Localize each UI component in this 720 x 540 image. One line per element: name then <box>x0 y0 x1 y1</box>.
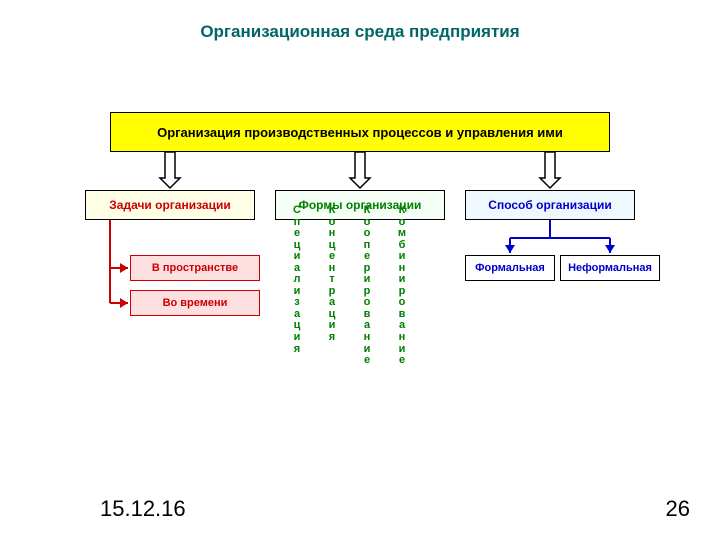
page-title: Организационная среда предприятия <box>0 22 720 42</box>
top-box: Организация производственных процессов и… <box>110 112 610 152</box>
method-sub-informal: Неформальная <box>560 255 660 281</box>
task-sub-time: Во времени <box>130 290 260 316</box>
footer-page: 26 <box>666 496 690 522</box>
method-sub-formal: Формальная <box>465 255 555 281</box>
task-sub-space: В пространстве <box>130 255 260 281</box>
form-sub-2: Кооперирование <box>360 205 374 367</box>
form-sub-3: Комбинирование <box>395 205 409 367</box>
form-sub-1: Концентрация <box>325 205 339 344</box>
form-sub-0: Специализация <box>290 205 304 355</box>
mid-box-method: Способ организации <box>465 190 635 220</box>
mid-box-tasks: Задачи организации <box>85 190 255 220</box>
footer-date: 15.12.16 <box>100 496 186 522</box>
